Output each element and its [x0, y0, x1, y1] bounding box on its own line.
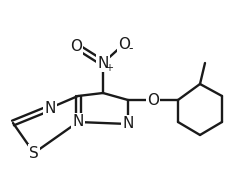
Text: O: O	[70, 38, 82, 54]
Text: -: -	[129, 42, 133, 55]
Text: +: +	[105, 63, 113, 73]
Text: N: N	[44, 100, 56, 115]
Text: O: O	[118, 37, 130, 52]
Text: N: N	[97, 55, 109, 71]
Text: O: O	[147, 93, 159, 108]
Text: N: N	[122, 117, 134, 132]
Text: N: N	[72, 115, 84, 129]
Text: S: S	[29, 146, 39, 161]
